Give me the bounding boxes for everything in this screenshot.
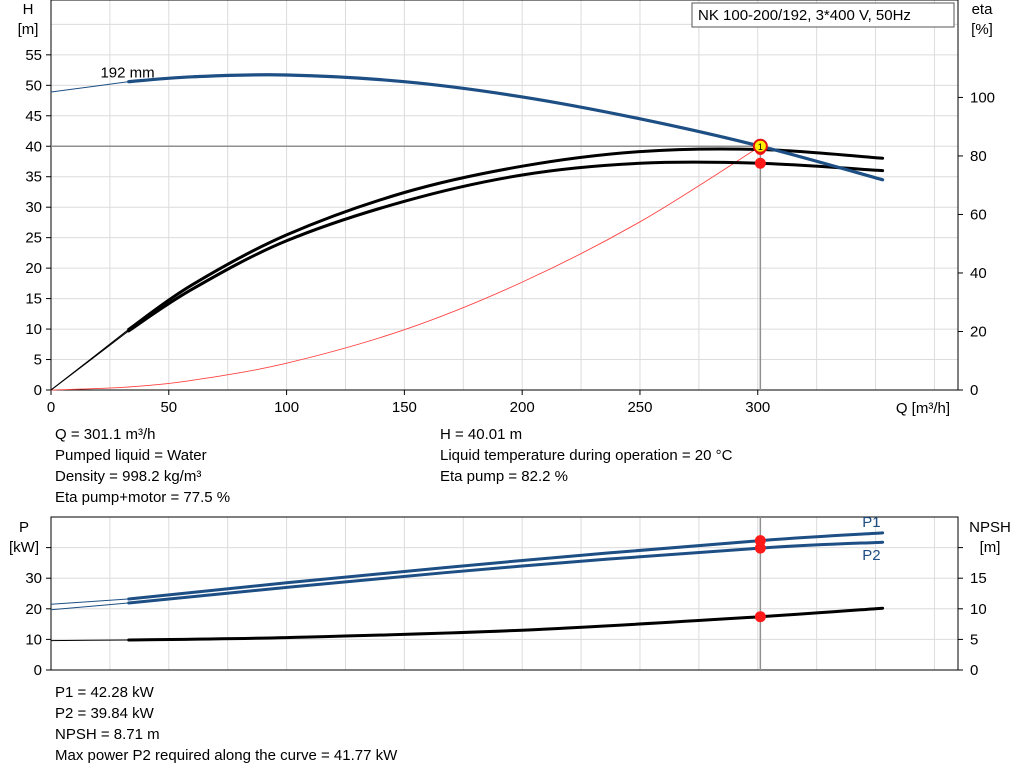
npsh-duty-marker [754,611,766,623]
info-eta-pump-motor: Eta pump+motor = 77.5 % [55,489,231,506]
top-y-tick-label: 55 [25,47,42,64]
eta-pump-motor-line-extrapolated [50,330,130,391]
npsh-line-extrapolated [50,639,129,642]
top-y-tick-label: 20 [25,260,42,277]
p2-duty-marker [754,542,766,554]
chart-title: NK 100-200/192, 3*400 V, 50Hz [698,7,911,24]
bottom-y-right-axis-unit: [m] [980,539,1001,556]
top-y-tick-label: 0 [34,382,42,399]
p1-line [127,531,885,601]
p1-series-label: P1 [862,514,880,531]
info-p2: P2 = 39.84 kW [55,705,154,722]
top-y-right-tick-label: 80 [970,148,987,165]
duty-point-label: 1 [758,142,763,152]
info-liquid: Pumped liquid = Water [55,447,207,464]
bottom-y-right-tick-label: 5 [970,631,978,648]
p1-line-extrapolated [50,598,129,605]
bottom-y-axis-unit: [kW] [9,539,39,556]
top-x-tick-label: 300 [745,399,770,416]
top-y-tick-label: 25 [25,230,42,247]
bottom-y-tick-label: 30 [25,570,42,587]
bottom-y-right-tick-label: 10 [970,601,987,618]
top-y-tick-label: 35 [25,169,42,186]
top-y-right-axis-label: eta [972,1,994,18]
top-y-right-tick-label: 40 [970,265,987,282]
top-y-tick-label: 50 [25,77,42,94]
top-y-right-tick-label: 60 [970,206,987,223]
p2-series-label: P2 [862,547,880,564]
top-x-tick-label: 150 [392,399,417,416]
eta-pump-motor-line [127,160,885,333]
top-y-tick-label: 10 [25,321,42,338]
bottom-y-right-tick-label: 15 [970,570,987,587]
top-y-right-tick-label: 100 [970,89,995,106]
top-y-right-tick-label: 0 [970,382,978,399]
bottom-y-right-tick-label: 0 [970,662,978,679]
info-npsh: NPSH = 8.71 m [55,726,160,743]
bottom-y-right-axis-label: NPSH [969,519,1011,536]
eta-pump-line [127,147,885,331]
title-box [691,2,955,28]
bottom-y-tick-label: 20 [25,601,42,618]
top-x-tick-label: 200 [510,399,535,416]
impeller-diameter-label: 192 mm [100,65,154,82]
bottom-y-tick-label: 0 [34,662,42,679]
p2-line [127,540,885,605]
info-density: Density = 998.2 kg/m³ [55,468,202,485]
info-bottom: P1 = 42.28 kW P2 = 39.84 kW NPSH = 8.71 … [55,682,397,766]
info-flow: Q = 301.1 m³/h [55,426,156,443]
top-y-tick-label: 30 [25,199,42,216]
info-top-left: Q = 301.1 m³/h Pumped liquid = Water Den… [55,424,230,508]
info-head: H = 40.01 m [440,426,523,443]
head-curve-line-extrapolated [50,81,129,93]
info-p1: P1 = 42.28 kW [55,684,154,701]
top-y-right-axis-unit: [%] [971,21,993,38]
info-max-power: Max power P2 required along the curve = … [55,747,398,764]
x-axis-label: Q [m³/h] [896,400,950,417]
top-y-tick-label: 5 [34,352,42,369]
top-x-tick-label: 50 [160,399,177,416]
info-top-right: H = 40.01 m Liquid temperature during op… [440,424,732,487]
system-curve-line [50,145,761,391]
top-y-tick-label: 45 [25,108,42,125]
top-x-tick-label: 100 [274,399,299,416]
top-y-axis-label: H [23,1,34,18]
top-y-tick-label: 40 [25,138,42,155]
bottom-y-tick-label: 10 [25,631,42,648]
top-y-right-tick-label: 20 [970,323,987,340]
eta-duty-marker [754,157,766,169]
top-x-tick-label: 250 [627,399,652,416]
bottom-plot-frame [50,516,959,671]
npsh-line [127,606,885,642]
top-plot-frame [50,0,959,391]
bottom-y-axis-label: P [19,519,29,536]
info-liquid-temperature: Liquid temperature during operation = 20… [440,447,733,464]
top-y-tick-label: 15 [25,291,42,308]
p2-line-extrapolated [50,602,129,611]
top-y-axis-unit: [m] [18,21,39,38]
info-eta-pump: Eta pump = 82.2 % [440,468,568,485]
duty-point-marker [752,138,768,154]
top-x-tick-label: 0 [47,399,55,416]
